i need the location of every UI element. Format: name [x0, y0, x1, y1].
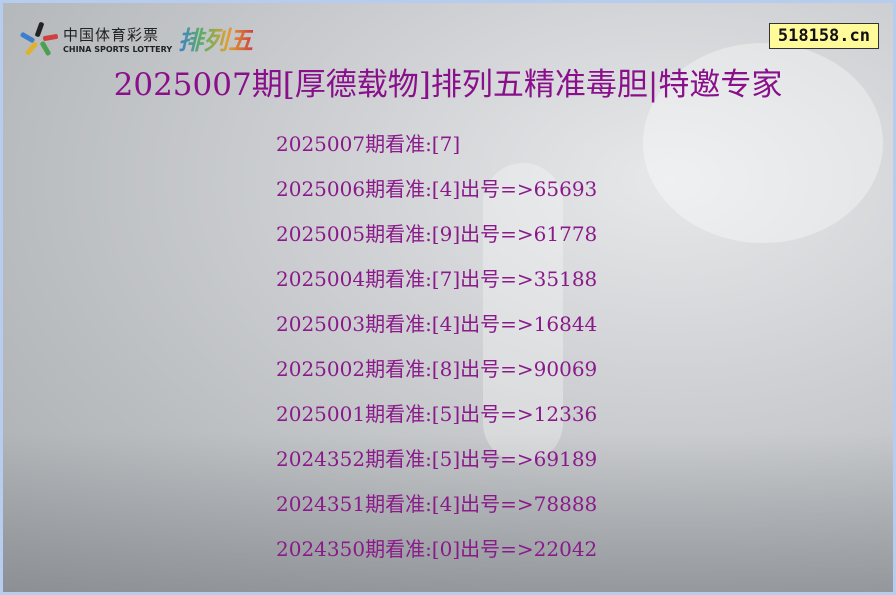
list-item: 2025002期看准:[8]出号=>90069: [276, 357, 598, 381]
logo-game-name: 排列五: [178, 21, 253, 57]
list-item: 2025003期看准:[4]出号=>16844: [276, 312, 598, 336]
logo-chinese: 中国体育彩票: [63, 26, 160, 44]
site-badge: 518158.cn: [768, 23, 879, 49]
list-item: 2025004期看准:[7]出号=>35188: [276, 267, 598, 291]
background-waves: [3, 433, 893, 592]
page-title: 2025007期[厚德载物]排列五精准毒胆|特邀专家: [113, 67, 783, 103]
background-figure: [483, 163, 563, 463]
background-blossoms: [643, 43, 883, 243]
list-item: 2024352期看准:[5]出号=>69189: [276, 447, 598, 471]
lottery-logo: 中国体育彩票 CHINA SPORTS LOTTERY 排列五: [19, 21, 253, 57]
list-item: 2025001期看准:[5]出号=>12336: [276, 402, 598, 426]
logo-english: CHINA SPORTS LOTTERY: [63, 45, 173, 54]
list-item: 2024351期看准:[4]出号=>78888: [276, 492, 598, 516]
list-item: 2025007期看准:[7]: [276, 132, 461, 156]
list-item: 2024350期看准:[0]出号=>22042: [276, 537, 598, 561]
list-item: 2025006期看准:[4]出号=>65693: [276, 177, 598, 201]
list-item: 2025005期看准:[9]出号=>61778: [276, 222, 598, 246]
lottery-star-icon: [19, 21, 59, 57]
prediction-list: 2025007期看准:[7] 2025006期看准:[4]出号=>65693 2…: [276, 129, 597, 579]
